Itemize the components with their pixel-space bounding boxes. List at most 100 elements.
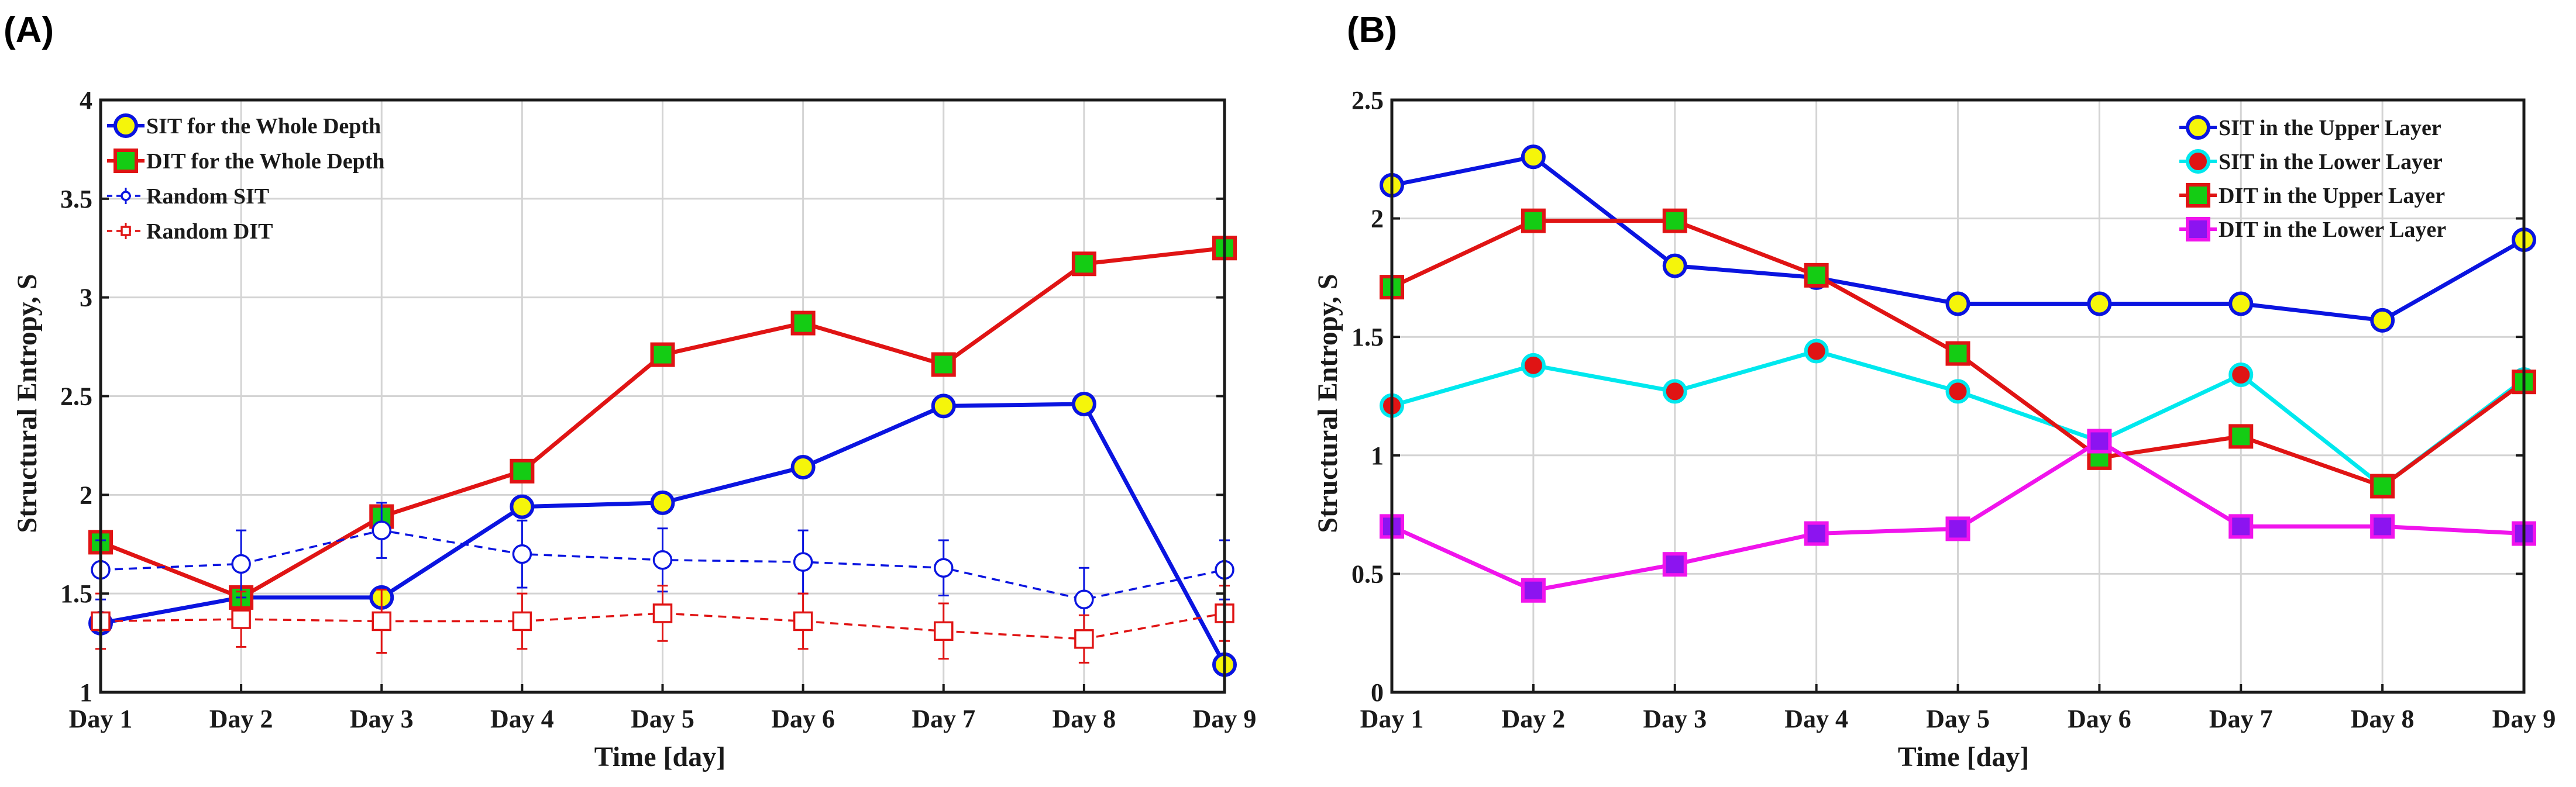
panel-b-data-point [1804, 263, 1829, 288]
panel-a-legend-label: DIT for the Whole Depth [146, 149, 384, 174]
panel-a-data-point [512, 611, 532, 631]
panel-b-ytick-label: 1.5 [1351, 323, 1384, 351]
panel-a-chart: (A) Time [day] Structural Entropy, S 1 1.… [4, 10, 1256, 772]
panel-b-legend-marker [2186, 183, 2210, 208]
panel-b-data-point [1662, 552, 1687, 577]
panel-b-xtick-label: Day 1 [1360, 705, 1424, 733]
panel-a-ylabel: Structural Entropy, S [12, 274, 43, 533]
panel-a-data-point [1074, 589, 1094, 610]
panel-a-series-4 [91, 585, 1234, 664]
panel-b-xtick-label: Day 9 [2492, 705, 2556, 733]
panel-b-series-4 [1380, 429, 2536, 603]
panel-a-data-point [512, 544, 532, 564]
panel-b-data-point [1521, 208, 1546, 233]
panel-a-legend-label: Random DIT [146, 219, 273, 244]
panel-a-series [88, 236, 1237, 677]
panel-a-data-point [1071, 392, 1096, 417]
panel-a-data-point [793, 552, 813, 572]
panel-a-data-point [934, 558, 954, 578]
panel-a-data-point [931, 394, 956, 419]
panel-b-ytick-label: 2 [1371, 205, 1384, 233]
panel-a-legend-item-4: Random DIT [107, 219, 273, 244]
panel-a-xtick-label: Day 8 [1052, 705, 1116, 733]
panel-a-legend-item-2: DIT for the Whole Depth [107, 149, 384, 174]
panel-a-data-point [934, 621, 954, 641]
panel-b-data-point [2228, 514, 2254, 539]
panel-b-data-point [2228, 424, 2254, 449]
panel-b-yticks: 0 0.5 1 1.5 2 2.5 [1351, 86, 2524, 707]
panel-a-legend-label: SIT for the Whole Depth [146, 114, 381, 139]
panel-a-data-point [790, 310, 816, 336]
panel-a-data-point [1071, 251, 1096, 277]
panel-b-ytick-label: 0 [1371, 678, 1384, 707]
panel-a-legend-marker [121, 226, 131, 236]
panel-a-data-point [650, 342, 675, 367]
panel-a-legend-item-3: Random SIT [107, 184, 269, 209]
panel-a-ytick-label: 1 [80, 678, 92, 707]
panel-b-data-point [1662, 379, 1687, 404]
panel-b-legend: SIT in the Upper Layer SIT in the Lower L… [2179, 115, 2446, 242]
panel-a-xtick-label: Day 5 [631, 705, 694, 733]
panel-a-xlabel: Time [day] [594, 741, 725, 772]
panel-a-ytick-label: 4 [80, 86, 92, 115]
panel-b-legend-label: SIT in the Upper Layer [2219, 116, 2441, 140]
panel-b-xticks: Day 1 Day 2 Day 3 Day 4 Day 5 Day 6 Day 7 Day 8… [1360, 684, 2556, 733]
panel-a-data-point [793, 611, 813, 631]
panel-b-xtick-label: Day 7 [2209, 705, 2273, 733]
panel-b-series [1380, 144, 2536, 603]
panel-b-data-point [2370, 514, 2395, 539]
panel-b-data-point [1945, 379, 1970, 404]
panel-a-legend: SIT for the Whole Depth DIT for the Whole… [107, 113, 384, 244]
panel-a-legend-marker [114, 113, 138, 138]
panel-a-xtick-label: Day 1 [69, 705, 133, 733]
panel-b-xtick-label: Day 2 [1501, 705, 1565, 733]
panel-a-xtick-label: Day 6 [771, 705, 835, 733]
panel-b-series-1 [1380, 144, 2536, 333]
panel-a-label: (A) [4, 10, 54, 50]
panel-b-legend-label: DIT in the Upper Layer [2219, 184, 2445, 208]
panel-b-legend-item-3: DIT in the Upper Layer [2179, 183, 2445, 208]
panel-b-legend-item-2: SIT in the Lower Layer [2179, 149, 2443, 174]
panel-b-data-point [1521, 144, 1546, 170]
panel-a-data-point [231, 609, 251, 629]
panel-a-ytick-label: 2 [80, 481, 92, 509]
panel-b-data-point [2087, 429, 2112, 454]
panel-a-xtick-label: Day 2 [209, 705, 273, 733]
panel-b-legend-label: DIT in the Lower Layer [2219, 218, 2446, 242]
panel-a-data-point [510, 494, 535, 519]
panel-b-data-point [2228, 363, 2254, 388]
panel-b-data-point [2370, 308, 2395, 333]
panel-b-xtick-label: Day 6 [2068, 705, 2131, 733]
panel-b-data-point [1521, 353, 1546, 378]
panel-a-data-point [510, 458, 535, 484]
panel-a-yticks: 1 1.5 2 2.5 3 3.5 4 [60, 86, 1225, 707]
panel-b-data-point [1804, 339, 1829, 364]
panel-b-xlabel: Time [day] [1898, 741, 2029, 772]
panel-b-ytick-label: 2.5 [1351, 86, 1384, 115]
panel-a-data-point [1074, 629, 1094, 649]
panel-b-data-point [2087, 291, 2112, 316]
panel-a-data-point [652, 603, 673, 623]
panel-a-legend-item-1: SIT for the Whole Depth [107, 113, 381, 139]
panel-b-ytick-label: 0.5 [1351, 560, 1384, 588]
panel-b-xtick-label: Day 4 [1784, 705, 1848, 733]
panel-b-ylabel: Structural Entropy, S [1312, 274, 1343, 533]
panel-a-data-point [652, 550, 673, 570]
panel-b-data-point [1945, 291, 1970, 316]
panel-b-ytick-label: 1 [1371, 441, 1384, 470]
panel-a-xtick-label: Day 3 [350, 705, 414, 733]
panel-b-data-point [2228, 291, 2254, 316]
panel-a-data-point [790, 455, 816, 480]
panel-a-ytick-label: 3 [80, 284, 92, 312]
panel-b-data-point [1945, 341, 1970, 366]
panel-a-xtick-label: Day 4 [490, 705, 554, 733]
panel-a-ytick-label: 2.5 [60, 382, 92, 411]
panel-b-data-point [2370, 474, 2395, 499]
panel-b-legend-item-1: SIT in the Upper Layer [2179, 115, 2441, 140]
panel-a-legend-marker [121, 191, 131, 201]
panel-a-data-point [372, 611, 391, 631]
panel-a-ytick-label: 3.5 [60, 185, 92, 213]
panel-b-data-point [1662, 208, 1687, 233]
panel-b-label: (B) [1347, 10, 1397, 50]
